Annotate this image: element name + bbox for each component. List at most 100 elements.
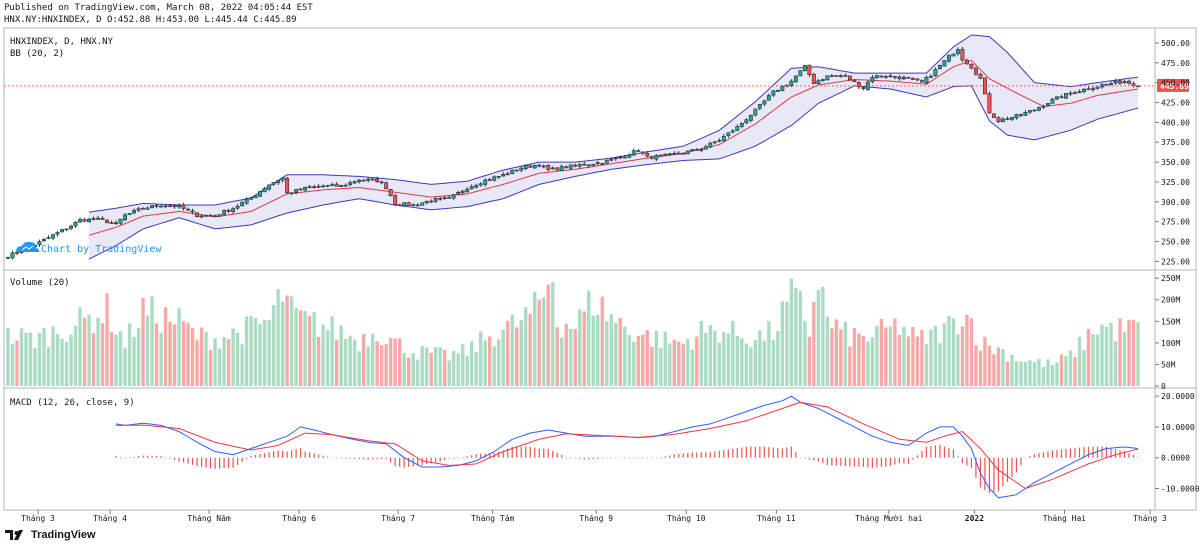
volume-bar[interactable] [37, 332, 42, 386]
volume-bar[interactable] [668, 343, 672, 386]
candle[interactable] [1068, 90, 1073, 96]
volume-bar[interactable] [627, 335, 631, 386]
volume-bar[interactable] [879, 318, 884, 386]
volume-bar[interactable] [1109, 322, 1113, 386]
candle[interactable] [717, 138, 722, 143]
candle[interactable] [748, 114, 753, 123]
volume-bar[interactable] [406, 357, 411, 386]
volume-bar[interactable] [947, 315, 951, 386]
candle[interactable] [861, 86, 866, 91]
volume-bar[interactable] [897, 334, 902, 386]
candle[interactable] [820, 78, 825, 82]
volume-bar[interactable] [951, 318, 956, 386]
volume-bar[interactable] [798, 290, 803, 386]
volume-bar[interactable] [920, 329, 924, 386]
candle[interactable] [438, 196, 443, 201]
volume-bar[interactable] [654, 330, 658, 386]
volume-bar[interactable] [285, 295, 289, 386]
volume-bar[interactable] [361, 334, 366, 386]
volume-bar[interactable] [573, 329, 577, 386]
candle[interactable] [195, 212, 200, 218]
candle[interactable] [321, 184, 326, 188]
volume-bar[interactable] [19, 328, 24, 386]
volume-bar[interactable] [686, 338, 690, 386]
candle[interactable] [591, 163, 596, 167]
volume-bar[interactable] [1082, 350, 1086, 386]
candle[interactable] [285, 176, 290, 194]
volume-bar[interactable] [591, 315, 595, 386]
volume-bar[interactable] [551, 282, 555, 386]
volume-bar[interactable] [992, 354, 996, 386]
volume-bar[interactable] [708, 324, 712, 386]
volume-bar[interactable] [690, 349, 694, 386]
volume-bar[interactable] [429, 352, 433, 386]
volume-bar[interactable] [42, 327, 46, 386]
candle[interactable] [150, 204, 155, 209]
volume-bar[interactable] [767, 321, 771, 386]
volume-bar[interactable] [524, 307, 528, 386]
volume-bar[interactable] [834, 319, 839, 386]
candle[interactable] [312, 184, 317, 189]
volume-bar[interactable] [731, 320, 735, 386]
volume-bar[interactable] [519, 319, 523, 386]
candle[interactable] [249, 196, 254, 201]
volume-bar[interactable] [271, 305, 276, 386]
volume-bar[interactable] [1050, 364, 1055, 386]
volume-bar[interactable] [154, 323, 159, 386]
volume-bar[interactable] [956, 334, 960, 386]
candle[interactable] [235, 203, 240, 210]
candle[interactable] [181, 202, 186, 211]
candle[interactable] [780, 85, 785, 92]
volume-bar[interactable] [497, 339, 501, 386]
candle[interactable] [807, 64, 812, 78]
volume-bar[interactable] [1077, 336, 1082, 386]
volume-bar[interactable] [677, 341, 681, 386]
volume-bar[interactable] [474, 352, 478, 386]
candle[interactable] [1073, 90, 1077, 94]
candle[interactable] [793, 75, 798, 84]
volume-bars[interactable] [6, 278, 1140, 386]
volume-bar[interactable] [996, 347, 1001, 386]
candle[interactable] [451, 193, 456, 201]
volume-bar[interactable] [663, 331, 667, 386]
volume-bar[interactable] [118, 331, 123, 386]
volume-bar[interactable] [100, 323, 105, 386]
volume-bar[interactable] [1131, 319, 1136, 386]
candle[interactable] [271, 182, 276, 187]
volume-bar[interactable] [965, 314, 969, 386]
volume-bar[interactable] [388, 338, 393, 386]
candle[interactable] [42, 238, 46, 242]
volume-bar[interactable] [1019, 361, 1023, 386]
candle[interactable] [622, 154, 627, 159]
candle[interactable] [978, 72, 983, 80]
candle[interactable] [757, 104, 762, 111]
candle[interactable] [1032, 109, 1037, 112]
candle[interactable] [946, 54, 951, 63]
volume-bar[interactable] [172, 324, 177, 386]
candle[interactable] [217, 214, 222, 217]
candle[interactable] [465, 187, 470, 194]
volume-bar[interactable] [681, 343, 685, 386]
volume-bar[interactable] [726, 333, 731, 386]
volume-bar[interactable] [123, 347, 127, 386]
candle[interactable] [262, 186, 267, 193]
candle[interactable] [753, 108, 758, 117]
candle[interactable] [60, 228, 64, 233]
volume-bar[interactable] [884, 327, 888, 386]
candle[interactable] [478, 182, 483, 187]
volume-bar[interactable] [983, 336, 987, 386]
candle[interactable] [307, 184, 312, 189]
volume-bar[interactable] [960, 326, 965, 386]
volume-bar[interactable] [298, 310, 303, 386]
candle[interactable] [618, 155, 623, 160]
volume-bar[interactable] [614, 322, 618, 386]
candle[interactable] [469, 184, 474, 190]
volume-bar[interactable] [145, 315, 150, 386]
volume-bar[interactable] [911, 327, 915, 386]
volume-bar[interactable] [87, 314, 91, 386]
candle[interactable] [933, 67, 938, 77]
volume-bar[interactable] [159, 332, 163, 386]
candle[interactable] [375, 176, 380, 183]
candle[interactable] [604, 159, 609, 164]
volume-bar[interactable] [109, 332, 114, 386]
